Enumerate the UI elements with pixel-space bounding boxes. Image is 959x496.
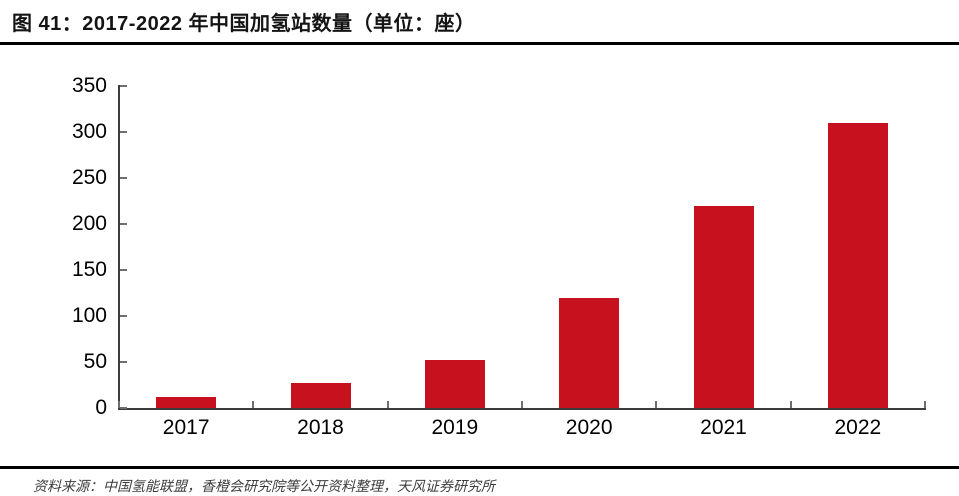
source-note: 资料来源：中国氢能联盟，香橙会研究院等公开资料整理，天风证券研究所 <box>33 478 495 494</box>
y-tick-50 <box>120 361 127 363</box>
x-axis-line <box>118 408 926 410</box>
x-tick-label-2022: 2022 <box>834 416 882 439</box>
y-tick-label-100: 100 <box>71 304 107 327</box>
y-tick-300 <box>120 131 127 133</box>
y-tick-label-150: 150 <box>71 258 107 281</box>
x-tick-5 <box>789 401 792 408</box>
y-tick-150 <box>120 269 127 271</box>
x-tick-0 <box>118 401 120 408</box>
x-tick-label-2020: 2020 <box>565 416 613 439</box>
y-tick-100 <box>120 315 127 317</box>
y-tick-label-0: 0 <box>95 396 107 419</box>
x-tick-6 <box>924 401 926 408</box>
y-tick-label-350: 350 <box>71 74 107 97</box>
y-tick-0 <box>120 407 127 409</box>
x-tick-label-2017: 2017 <box>162 416 210 439</box>
y-tick-200 <box>120 223 127 225</box>
bar-2020 <box>559 297 620 410</box>
x-tick-label-2021: 2021 <box>700 416 747 439</box>
y-tick-label-250: 250 <box>71 166 107 189</box>
bar-2021 <box>693 205 754 410</box>
title-divider-rule <box>0 42 959 45</box>
figure-title: 图 41：2017-2022 年中国加氢站数量（单位：座） <box>12 13 476 35</box>
x-tick-label-2019: 2019 <box>431 416 479 439</box>
y-tick-label-200: 200 <box>71 212 107 235</box>
x-tick-label-2018: 2018 <box>297 416 344 439</box>
bar-2017 <box>156 396 217 410</box>
bar-2018 <box>290 383 351 410</box>
report-figure-page: { "figure": { "label_title": "图 41：2017-… <box>0 13 959 494</box>
y-tick-250 <box>120 177 127 179</box>
x-tick-3 <box>521 401 523 408</box>
y-tick-label-300: 300 <box>71 120 107 143</box>
bar-chart: 0 50 100 150 200 250 300 350 2017 2018 2019 2020 202… <box>71 74 926 439</box>
y-axis-line <box>118 85 120 410</box>
x-tick-1 <box>252 401 255 408</box>
x-tick-4 <box>655 401 658 408</box>
footer-divider-rule <box>0 466 959 469</box>
y-tick-350 <box>120 85 127 87</box>
x-tick-2 <box>386 401 389 408</box>
bar-2019 <box>424 360 485 410</box>
y-tick-label-50: 50 <box>83 350 107 373</box>
bar-2022 <box>827 122 888 410</box>
